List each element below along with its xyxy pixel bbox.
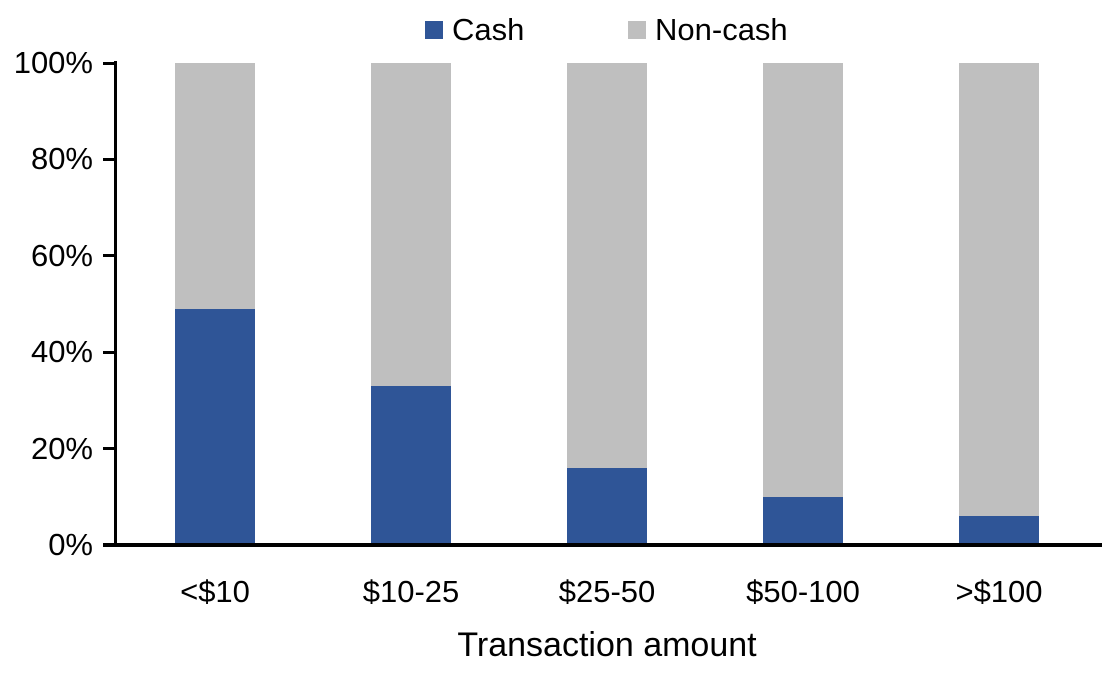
y-tick-label: 80%	[30, 141, 93, 177]
y-tick-mark	[103, 350, 115, 354]
y-tick-label: 0%	[48, 527, 93, 562]
y-tick-mark	[103, 447, 115, 451]
legend-item-cash: Cash	[425, 12, 524, 48]
bar-cash-3	[763, 496, 843, 545]
bar-cash-1	[371, 385, 451, 545]
y-tick-label: 40%	[30, 334, 93, 370]
legend-label-noncash: Non-cash	[655, 12, 788, 47]
bar-cash-2	[567, 467, 647, 545]
x-tick-label: $25-50	[558, 574, 656, 609]
y-tick-label: 60%	[30, 237, 93, 273]
y-tick-label: 100%	[13, 45, 93, 80]
noncash-swatch-icon	[628, 21, 646, 39]
y-tick-mark	[103, 61, 115, 65]
x-tick-label: <$10	[180, 574, 250, 609]
bar-noncash-3	[763, 63, 843, 497]
bar-noncash-4	[959, 63, 1039, 517]
bar-noncash-1	[371, 63, 451, 386]
x-axis-title: Transaction amount	[457, 626, 757, 664]
bar-noncash-2	[567, 63, 647, 468]
x-tick-label: >$100	[955, 574, 1043, 609]
legend-label-cash: Cash	[452, 12, 525, 47]
bar-noncash-0	[175, 63, 255, 309]
legend-item-noncash: Non-cash	[628, 12, 788, 48]
y-tick-mark	[103, 157, 115, 161]
y-tick-mark	[103, 254, 115, 258]
cash-swatch-icon	[425, 21, 443, 39]
x-tick-label: $50-100	[746, 574, 860, 609]
x-tick-label: $10-25	[362, 574, 460, 609]
y-axis-line	[114, 61, 117, 547]
y-tick-label: 20%	[30, 430, 93, 466]
x-axis-line	[103, 543, 1102, 547]
bar-cash-4	[959, 516, 1039, 545]
bar-cash-0	[175, 308, 255, 545]
